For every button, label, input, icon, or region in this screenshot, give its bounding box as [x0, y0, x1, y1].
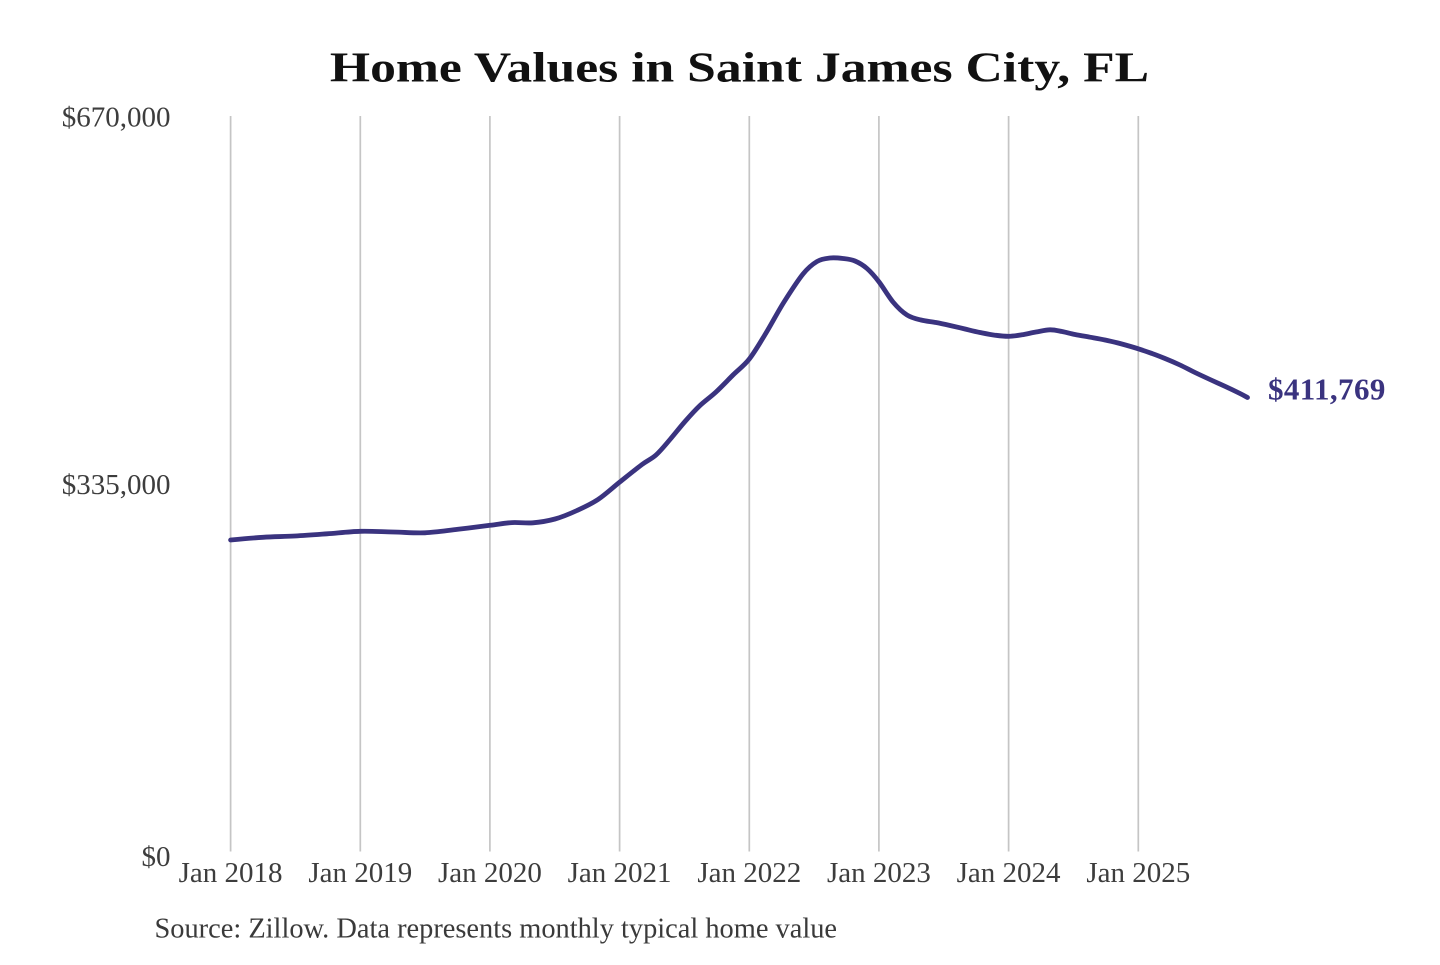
svg-text:Jan 2023: Jan 2023 [827, 857, 931, 889]
svg-text:$335,000: $335,000 [62, 469, 171, 501]
svg-text:Jan 2022: Jan 2022 [697, 857, 801, 889]
svg-text:$411,769: $411,769 [1268, 372, 1386, 407]
svg-text:Home Values in Saint James Cit: Home Values in Saint James City, FL [330, 45, 1149, 91]
svg-text:Jan 2020: Jan 2020 [438, 857, 542, 889]
svg-text:Jan 2019: Jan 2019 [308, 857, 412, 889]
svg-text:Jan 2018: Jan 2018 [179, 857, 283, 889]
svg-text:Jan 2021: Jan 2021 [568, 857, 672, 889]
svg-text:$670,000: $670,000 [62, 101, 171, 133]
svg-text:$0: $0 [142, 841, 171, 873]
svg-text:Jan 2025: Jan 2025 [1086, 857, 1190, 889]
svg-text:Source: Zillow. Data represent: Source: Zillow. Data represents monthly … [155, 914, 838, 945]
svg-text:Jan 2024: Jan 2024 [957, 857, 1061, 889]
